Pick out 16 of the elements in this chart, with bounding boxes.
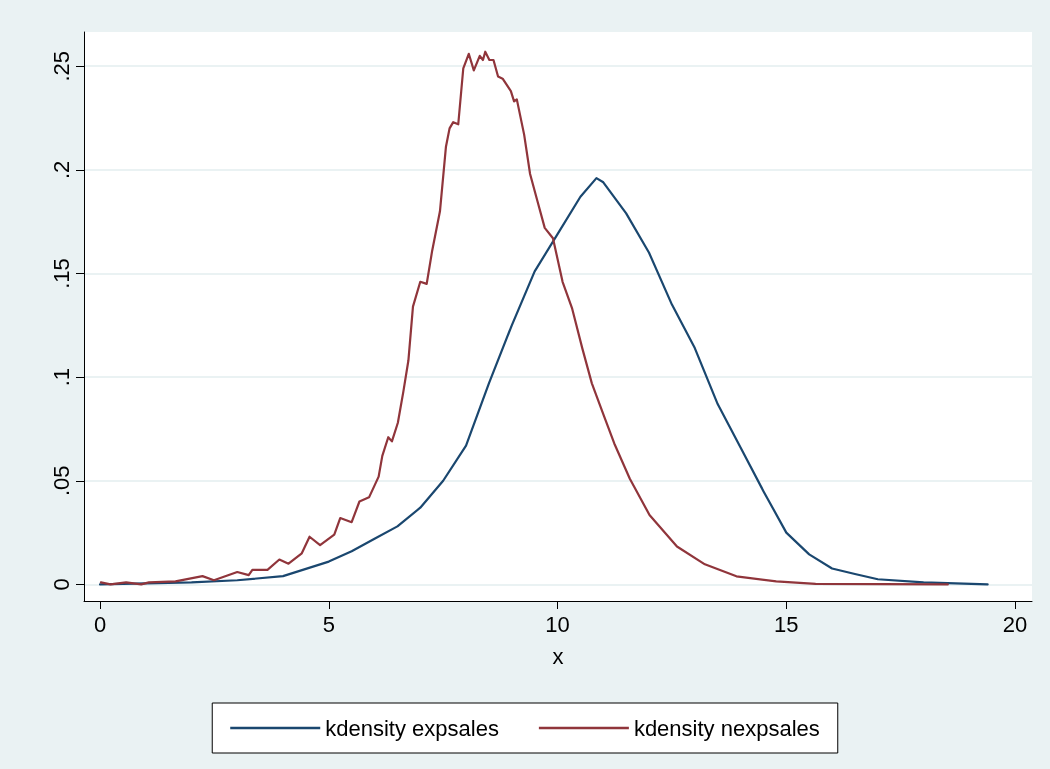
y-tick-label: .1 <box>48 367 74 387</box>
y-tick-label: .2 <box>48 160 74 180</box>
legend-label: kdensity expsales <box>325 715 499 741</box>
x-axis-title: x <box>552 643 564 669</box>
x-tick-label: 0 <box>93 611 107 637</box>
x-tick-label: 5 <box>322 611 335 637</box>
x-tick-label: 10 <box>545 611 570 637</box>
line-series <box>99 50 949 586</box>
legend-label: kdensity nexpsales <box>633 715 820 741</box>
y-tick-label: .05 <box>48 465 74 497</box>
y-tick-label: 0 <box>48 578 74 591</box>
x-tick-label: 15 <box>774 611 799 637</box>
x-tick-label: 20 <box>1002 611 1028 637</box>
y-tick-label: .15 <box>48 258 74 289</box>
y-tick-label: .25 <box>48 50 74 82</box>
line-series <box>98 177 989 586</box>
